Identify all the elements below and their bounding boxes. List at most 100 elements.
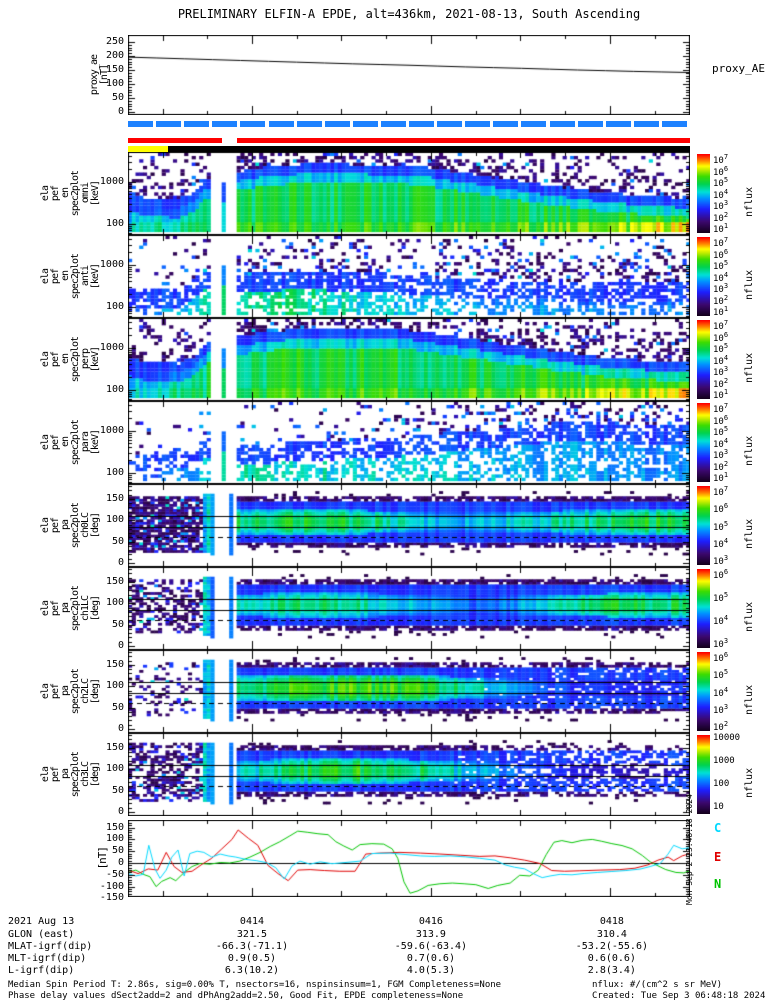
status-bar-black-segment bbox=[167, 146, 690, 152]
colorbar-tick-label: 102 bbox=[713, 293, 729, 307]
spectro-ylabel-en_omni: ela pef en spec2plot omni [keV] bbox=[40, 170, 101, 217]
footer-left-line2: Phase delay values dSect2add=2 and dPhAn… bbox=[8, 991, 464, 1001]
colorbar-pa_ch3LC bbox=[697, 735, 710, 814]
spectro-ytick-label: 100 bbox=[105, 217, 124, 229]
orbit-bar-blue-segment bbox=[549, 121, 575, 127]
spectro-ytick-label: 100 bbox=[105, 383, 124, 395]
spectrogram-pa_ch3LC bbox=[128, 733, 690, 816]
mag-ytick-label: 50 bbox=[111, 845, 124, 857]
colorbar-unit-label: nflux bbox=[744, 684, 755, 715]
spectro-ytick-label: 150 bbox=[105, 658, 124, 670]
colorbar-tick-label: 101 bbox=[713, 222, 729, 235]
spectro-ytick-label: 100 bbox=[105, 763, 124, 775]
colorbar-tick-label: 103 bbox=[713, 702, 729, 716]
colorbar-tick-label: 106 bbox=[713, 413, 729, 427]
info-row-value: 4.0(5.3) bbox=[406, 965, 455, 976]
proxy-ytick-label: 50 bbox=[111, 92, 124, 103]
colorbar-tick-label: 105 bbox=[713, 591, 729, 604]
info-row-value: -53.2(-55.6) bbox=[575, 941, 648, 952]
spectro-ytick-label: 100 bbox=[105, 597, 124, 609]
spectro-ytick-label: 1000 bbox=[99, 341, 124, 353]
spectro-ylabel-en_anti: ela pef en spec2plot anti [keV] bbox=[40, 253, 101, 300]
proxy-ytick-label: 100 bbox=[105, 78, 124, 89]
proxy-ytick-label: 0 bbox=[117, 106, 124, 117]
colorbar-tick-label: 104 bbox=[713, 614, 729, 627]
mag-ytick-label: -150 bbox=[99, 892, 124, 904]
colorbar-unit-label: nflux bbox=[744, 186, 755, 217]
colorbar-tick-label: 102 bbox=[713, 376, 729, 390]
spectro-ytick-label: 0 bbox=[117, 557, 124, 568]
orbit-bar-blue-segment bbox=[156, 121, 182, 127]
colorbar-tick-label: 107 bbox=[713, 485, 729, 498]
colorbar-tick-label: 102 bbox=[713, 720, 729, 733]
proxy-ytick-label: 250 bbox=[105, 36, 124, 47]
proxy-ae-right-label: proxy_AE bbox=[712, 62, 765, 75]
colorbar-tick-label: 103 bbox=[713, 365, 729, 378]
proxy-ylabel: proxy_ae [nT] bbox=[89, 54, 110, 96]
colorbar-unit-label: nflux bbox=[744, 518, 755, 549]
colorbar-tick-label: 104 bbox=[713, 685, 729, 699]
colorbar-en_perp bbox=[697, 320, 710, 399]
footer-left-line1: Median Spin Period T: 2.86s, sig=0.00% T… bbox=[8, 980, 502, 990]
spectrogram-en_omni bbox=[128, 152, 690, 235]
info-row-label: MLAT-igrf(dip) bbox=[8, 941, 93, 952]
spectrogram-pa_ch1LC bbox=[128, 567, 690, 650]
spectro-ylabel-pa_ch1LC: ela pef pa spec2plot ch1LC [deg] bbox=[40, 585, 101, 632]
mag-ytick-label: 150 bbox=[105, 821, 124, 833]
proxy-ytick-label: 150 bbox=[105, 64, 124, 75]
colorbar-tick-label: 106 bbox=[713, 651, 729, 664]
colorbar-tick-label: 103 bbox=[713, 554, 729, 567]
status-bar-red-segment bbox=[237, 138, 690, 143]
info-row-value: 310.4 bbox=[596, 929, 627, 940]
mag-ytick-label: -100 bbox=[99, 880, 124, 892]
orbit-bar-blue-segment bbox=[521, 121, 547, 127]
info-row-value: 6.3(10.2) bbox=[224, 965, 280, 976]
colorbar-tick-label: 107 bbox=[713, 402, 729, 415]
spectro-ytick-label: 50 bbox=[111, 701, 124, 713]
info-row-value: 2.8(3.4) bbox=[587, 965, 636, 976]
colorbar-pa_ch2LC bbox=[697, 652, 710, 731]
status-bar-red-segment bbox=[128, 138, 222, 143]
proxy-ae-panel bbox=[128, 35, 690, 115]
orbit-bar-blue-segment bbox=[296, 121, 322, 127]
orbit-bar-blue-segment bbox=[633, 121, 659, 127]
colorbar-tick-label: 101 bbox=[713, 471, 729, 484]
orbit-bar-blue-segment bbox=[268, 121, 294, 127]
spectro-ytick-label: 150 bbox=[105, 575, 124, 587]
orbit-bar-blue-segment bbox=[212, 121, 238, 127]
proxy-ytick-label: 200 bbox=[105, 50, 124, 61]
spectro-ytick-label: 150 bbox=[105, 492, 124, 504]
time-tick-label: 0418 bbox=[599, 916, 624, 927]
spectro-ylabel-pa_ch3LC: ela pef pa spec2plot ch3LC [deg] bbox=[40, 751, 101, 798]
orbit-bar-blue-segment bbox=[128, 121, 154, 127]
orbit-bar-blue-segment bbox=[605, 121, 631, 127]
spectro-ylabel-en_para: ela pef en spec2plot para [keV] bbox=[40, 419, 101, 466]
time-tick-label: 0414 bbox=[239, 916, 265, 927]
colorbar-tick-label: 107 bbox=[713, 236, 729, 249]
spectrogram-pa_ch2LC bbox=[128, 650, 690, 733]
colorbar-tick-label: 103 bbox=[713, 282, 729, 295]
spectro-ytick-label: 100 bbox=[105, 466, 124, 478]
colorbar-unit-label: nflux bbox=[744, 435, 755, 466]
colorbar-tick-label: 106 bbox=[713, 247, 729, 261]
colorbar-pa_ch0LC bbox=[697, 486, 710, 565]
colorbar-en_anti bbox=[697, 237, 710, 316]
orbit-bar-blue-segment bbox=[409, 121, 435, 127]
colorbar-tick-label: 105 bbox=[713, 668, 729, 682]
spectro-ytick-label: 1000 bbox=[99, 424, 124, 436]
orbit-bar-blue-segment bbox=[240, 121, 266, 127]
colorbar-tick-label: 102 bbox=[713, 459, 729, 473]
colorbar-tick-label: 105 bbox=[713, 342, 729, 355]
spectrogram-pa_ch0LC bbox=[128, 484, 690, 567]
orbit-bar-blue-segment bbox=[465, 121, 491, 127]
plot-title: PRELIMINARY ELFIN-A EPDE, alt=436km, 202… bbox=[177, 7, 641, 21]
mag-ytick-label: -50 bbox=[105, 868, 124, 880]
orbit-bar-blue-segment bbox=[352, 121, 378, 127]
colorbar-tick-label: 105 bbox=[713, 176, 729, 189]
colorbar-tick-label: 106 bbox=[713, 568, 729, 581]
colorbar-tick-label: 101 bbox=[713, 388, 729, 401]
colorbar-unit-label: nflux bbox=[744, 767, 755, 798]
info-row-value: 0.7(0.6) bbox=[406, 953, 455, 964]
colorbar-tick-label: 105 bbox=[713, 259, 729, 272]
info-row-value: 0.9(0.5) bbox=[227, 953, 277, 964]
